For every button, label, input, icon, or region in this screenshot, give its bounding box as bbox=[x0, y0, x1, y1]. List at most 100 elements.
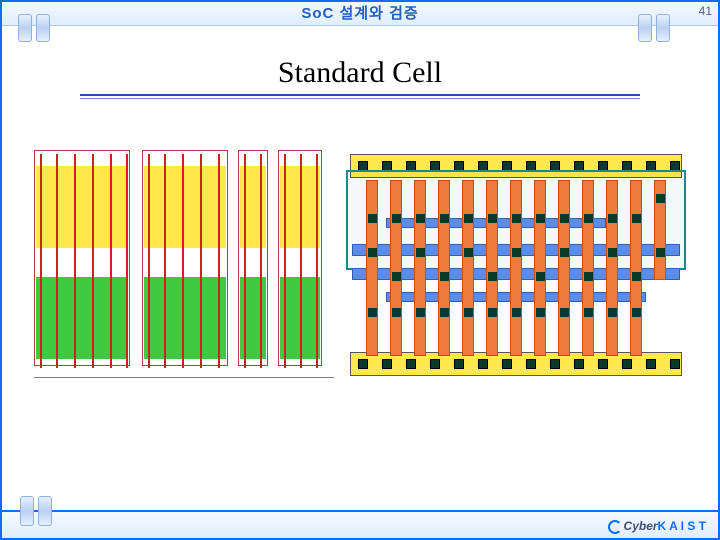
rail-via bbox=[502, 359, 512, 369]
contact-via bbox=[536, 214, 545, 223]
rail-via bbox=[598, 359, 608, 369]
metal2-track bbox=[558, 180, 570, 356]
footer-bar: CyberK A I S T bbox=[2, 510, 718, 538]
poly-line bbox=[74, 154, 76, 368]
rail-via bbox=[478, 359, 488, 369]
contact-via bbox=[368, 248, 377, 257]
poly-line bbox=[316, 154, 318, 368]
contact-via bbox=[608, 214, 617, 223]
poly-line bbox=[56, 154, 58, 368]
poly-line bbox=[126, 154, 128, 368]
pdiff-region bbox=[144, 166, 226, 248]
poly-line bbox=[148, 154, 150, 368]
header-bar: SoC 설계와 검증 41 bbox=[0, 0, 720, 26]
rail-via bbox=[406, 359, 416, 369]
rail-via bbox=[358, 359, 368, 369]
pdiff-region bbox=[36, 166, 128, 248]
metal2-track bbox=[534, 180, 546, 356]
metal2-track bbox=[414, 180, 426, 356]
contact-via bbox=[560, 248, 569, 257]
contact-via bbox=[416, 214, 425, 223]
rail-via bbox=[622, 359, 632, 369]
contact-via bbox=[488, 272, 497, 281]
poly-line bbox=[164, 154, 166, 368]
poly-line bbox=[182, 154, 184, 368]
header-title: SoC 설계와 검증 bbox=[301, 2, 418, 23]
contact-via bbox=[512, 214, 521, 223]
decor-pill bbox=[18, 14, 32, 42]
logo-text-cyber: Cyber bbox=[624, 519, 658, 533]
metal2-track bbox=[438, 180, 450, 356]
contact-via bbox=[488, 308, 497, 317]
decor-pill bbox=[20, 496, 34, 526]
logo-ring-icon bbox=[608, 520, 622, 534]
rail-via bbox=[430, 359, 440, 369]
contact-via bbox=[584, 272, 593, 281]
poly-line bbox=[260, 154, 262, 368]
poly-line bbox=[200, 154, 202, 368]
contact-via bbox=[464, 214, 473, 223]
contact-via bbox=[560, 214, 569, 223]
poly-line bbox=[300, 154, 302, 368]
diagram-area bbox=[34, 148, 686, 398]
decor-pill bbox=[38, 496, 52, 526]
contact-via bbox=[488, 214, 497, 223]
contact-via bbox=[632, 308, 641, 317]
contact-via bbox=[560, 308, 569, 317]
ndiff-region bbox=[144, 277, 226, 359]
rail-via bbox=[670, 359, 680, 369]
rail-via bbox=[454, 359, 464, 369]
contact-via bbox=[608, 248, 617, 257]
contact-via bbox=[440, 214, 449, 223]
contact-via bbox=[416, 308, 425, 317]
contact-via bbox=[440, 272, 449, 281]
decor-pill bbox=[656, 14, 670, 42]
poly-line bbox=[284, 154, 286, 368]
contact-via bbox=[512, 248, 521, 257]
contact-via bbox=[656, 248, 665, 257]
unrouted-cells-diagram bbox=[34, 148, 334, 378]
metal2-track bbox=[510, 180, 522, 356]
metal2-track bbox=[462, 180, 474, 356]
decor-pill bbox=[638, 14, 652, 42]
metal2-track bbox=[606, 180, 618, 356]
contact-via bbox=[392, 214, 401, 223]
poly-line bbox=[92, 154, 94, 368]
routed-layout-diagram bbox=[346, 148, 686, 382]
title-underline bbox=[80, 94, 640, 96]
contact-via bbox=[632, 272, 641, 281]
rail-via bbox=[382, 359, 392, 369]
metal2-track bbox=[582, 180, 594, 356]
slide-title: Standard Cell bbox=[0, 56, 720, 90]
metal2-track bbox=[486, 180, 498, 356]
contact-via bbox=[464, 248, 473, 257]
contact-via bbox=[632, 214, 641, 223]
metal2-track bbox=[366, 180, 378, 356]
contact-via bbox=[512, 308, 521, 317]
poly-line bbox=[218, 154, 220, 368]
rail-via bbox=[550, 359, 560, 369]
contact-via bbox=[368, 214, 377, 223]
title-underline-thin bbox=[80, 98, 640, 99]
contact-via bbox=[392, 272, 401, 281]
contact-via bbox=[464, 308, 473, 317]
contact-via bbox=[584, 308, 593, 317]
logo-text-kaist: K A I S T bbox=[658, 519, 706, 533]
rail-via bbox=[526, 359, 536, 369]
contact-via bbox=[536, 272, 545, 281]
page-number: 41 bbox=[699, 4, 712, 18]
decor-pill bbox=[36, 14, 50, 42]
ndiff-region bbox=[36, 277, 128, 359]
contact-via bbox=[536, 308, 545, 317]
rail-via bbox=[574, 359, 584, 369]
poly-line bbox=[244, 154, 246, 368]
contact-via bbox=[608, 308, 617, 317]
metal2-track bbox=[630, 180, 642, 356]
poly-line bbox=[110, 154, 112, 368]
contact-via bbox=[584, 214, 593, 223]
poly-line bbox=[40, 154, 42, 368]
contact-via bbox=[656, 194, 665, 203]
contact-via bbox=[392, 308, 401, 317]
contact-via bbox=[368, 308, 377, 317]
metal2-track bbox=[390, 180, 402, 356]
